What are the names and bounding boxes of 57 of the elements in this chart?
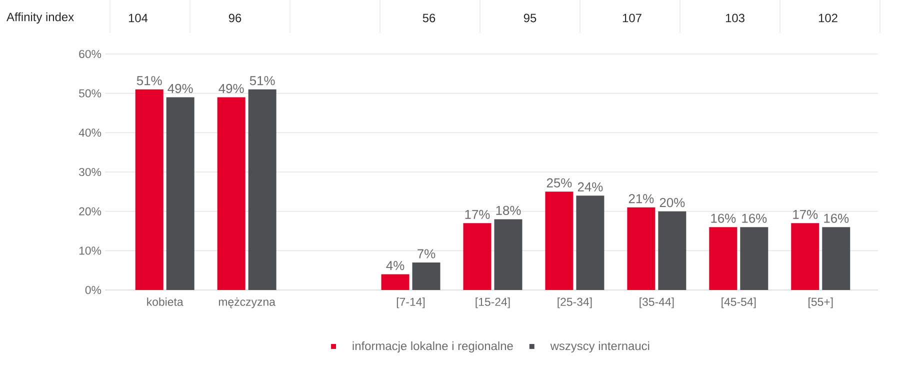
data-label: 16% [711,214,736,223]
data-label: 49% [218,84,244,94]
y-tick-label: 20% [79,207,102,216]
x-tick-label: [25-34] [558,298,592,308]
x-tick-label: [55+] [808,298,833,308]
bar [740,227,768,290]
data-label: 17% [465,210,490,219]
bar [658,211,686,290]
y-tick-label: 60% [79,50,102,58]
bar [791,223,820,290]
legend-label: wszyscy internauci [550,341,650,353]
x-tick-label: [15-24] [476,298,510,308]
bar [135,89,164,290]
y-tick-label: 50% [79,89,102,98]
y-tick-label: 30% [78,168,102,176]
y-tick-label: 10% [79,246,102,255]
data-label: 20% [660,198,685,208]
x-tick-label: mężczyzna [218,298,276,308]
legend-label: informacje lokalne i regionalne [352,341,513,353]
bar [545,192,574,290]
y-tick-label: 0% [85,286,102,294]
text: 103 [726,14,744,22]
text: Affinity index [6,12,74,24]
text: 56 [422,14,436,22]
data-label: 16% [824,214,849,223]
bar [576,196,604,290]
bar [709,227,738,290]
x-tick-label: kobieta [147,298,184,306]
bar [248,89,276,290]
data-label: 16% [742,214,767,223]
data-label: 18% [496,206,521,215]
data-label: 17% [793,210,818,219]
data-label: 49% [168,84,193,94]
data-label: 25% [546,178,572,188]
x-tick-label: [45-54] [722,298,756,308]
bar [217,97,246,290]
bar [412,262,440,290]
text: 102 [818,14,838,22]
data-label: 21% [628,194,654,204]
data-label: 4% [386,261,404,270]
x-tick-label: [35-44] [640,298,674,308]
bar [463,223,492,290]
y-tick-label: 40% [78,128,102,137]
data-label: 51% [136,76,162,86]
text: 95 [524,14,536,22]
x-tick-label: [7-14] [396,298,425,308]
text: 107 [622,14,642,22]
bar [381,274,410,290]
text: 96 [228,14,242,22]
bar [494,219,522,290]
data-label: 7% [418,249,436,258]
data-label: 51% [250,76,275,86]
bar [822,227,850,290]
text: 104 [128,14,148,22]
data-label: 24% [578,182,603,192]
bar [166,97,194,290]
bar [627,207,656,290]
